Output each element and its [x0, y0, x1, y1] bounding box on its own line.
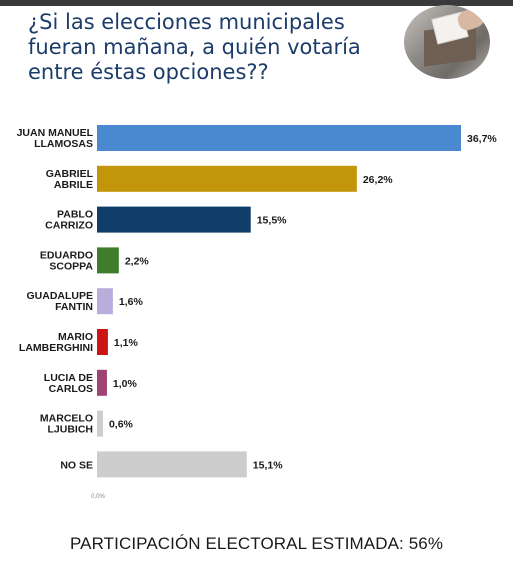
- bar-0: [97, 125, 461, 151]
- value-label-6: 1,0%: [113, 378, 138, 390]
- value-label-0: 36,7%: [467, 133, 497, 145]
- category-label-line: ABRILE: [54, 179, 93, 191]
- page-title: ¿Si las elecciones municipales fueran ma…: [28, 10, 388, 85]
- value-label-8: 15,1%: [253, 459, 283, 471]
- category-label-line: PABLO: [57, 209, 93, 221]
- category-label-1: GABRIEL ABRILE: [46, 168, 94, 191]
- bar-5: [97, 329, 108, 355]
- bar-6: [97, 369, 107, 396]
- category-label-line: FANTIN: [55, 301, 93, 313]
- value-label-7: 0,6%: [109, 419, 134, 431]
- top-strip: [0, 0, 513, 6]
- category-label-8: NO SE: [60, 459, 93, 471]
- bar-3: [97, 247, 119, 274]
- category-label-line: GABRIEL: [46, 168, 94, 180]
- bar-7: [97, 410, 103, 437]
- category-label-line: JUAN MANUEL: [17, 127, 94, 139]
- title-line-2: fueran mañana, a quién votaría: [28, 35, 361, 59]
- bar-8: [97, 451, 247, 478]
- category-label-line: LJUBICH: [47, 424, 93, 436]
- category-label-7: MARCELO LJUBICH: [40, 413, 93, 436]
- category-label-line: GUADALUPE: [26, 290, 93, 302]
- category-label-line: EDUARDO: [40, 249, 93, 261]
- category-label-4: GUADALUPE FANTIN: [26, 290, 93, 313]
- bar-4: [97, 288, 113, 315]
- value-label-5: 1,1%: [114, 337, 139, 349]
- category-label-0: JUAN MANUEL LLAMOSAS: [17, 127, 94, 150]
- title-line-1: ¿Si las elecciones municipales: [28, 10, 345, 34]
- category-label-3: EDUARDO SCOPPA: [40, 249, 93, 272]
- ballot-box-photo: [404, 5, 490, 79]
- category-label-2: PABLO CARRIZO: [45, 209, 93, 232]
- bar-2: [97, 206, 251, 233]
- category-label-6: LUCIA DE CARLOS: [44, 372, 93, 395]
- title-line-3: entre éstas opciones??: [28, 60, 269, 84]
- value-label-4: 1,6%: [119, 296, 144, 308]
- axis-tick-label: 0,0%: [91, 494, 105, 500]
- category-label-line: CARLOS: [49, 383, 93, 395]
- category-label-line: LLAMOSAS: [34, 138, 93, 150]
- electoral-participation-note: PARTICIPACIÓN ELECTORAL ESTIMADA: 56%: [69, 534, 444, 553]
- value-label-1: 26,2%: [363, 174, 393, 186]
- category-label-line: LAMBERGHINI: [19, 342, 93, 354]
- category-label-line: NO SE: [60, 459, 93, 471]
- category-label-line: MARIO: [58, 331, 93, 343]
- bar-1: [97, 165, 357, 192]
- value-label-3: 2,2%: [125, 255, 150, 267]
- category-label-line: CARRIZO: [45, 220, 93, 232]
- value-label-2: 15,5%: [257, 215, 287, 227]
- category-label-line: LUCIA DE: [44, 372, 93, 384]
- category-label-5: MARIO LAMBERGHINI: [19, 331, 93, 354]
- category-label-line: MARCELO: [40, 413, 93, 425]
- category-label-line: SCOPPA: [49, 260, 93, 272]
